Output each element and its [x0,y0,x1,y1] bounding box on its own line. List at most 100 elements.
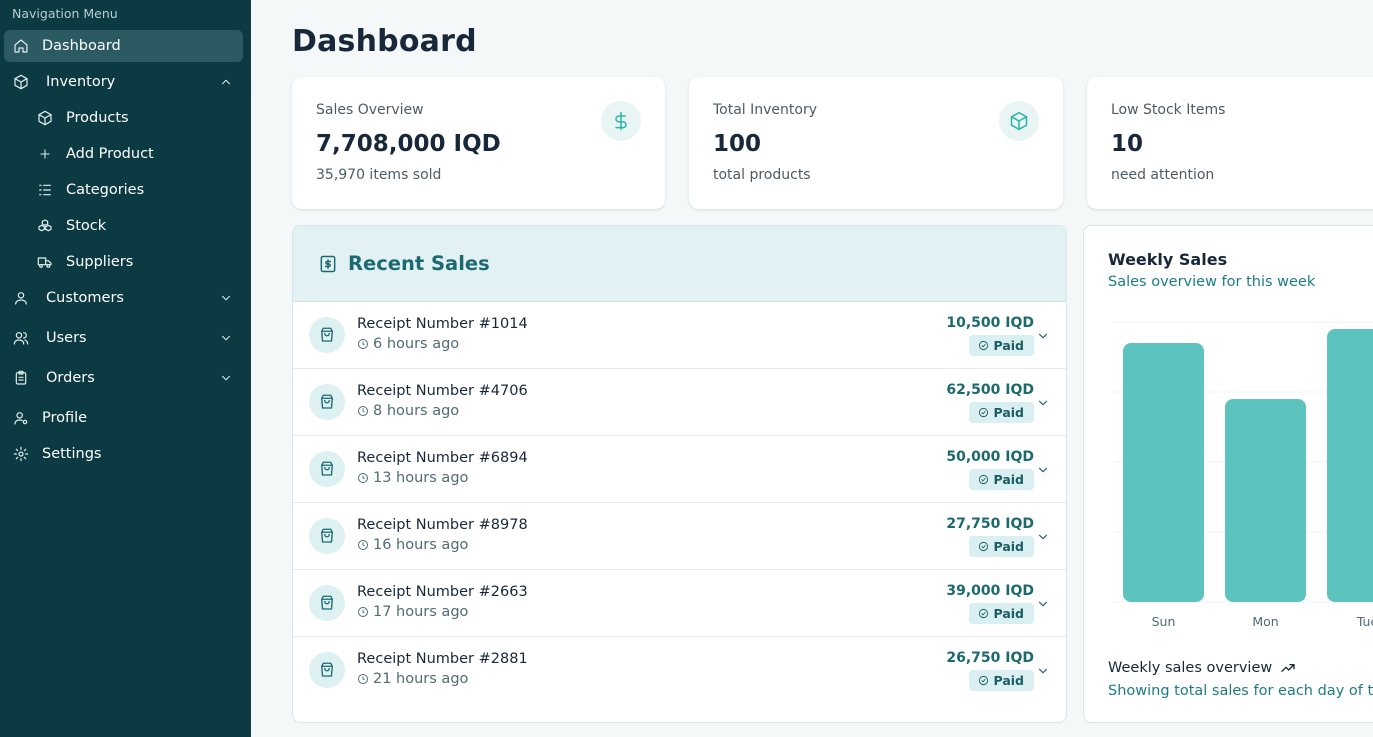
stat-card-low-stock: Low Stock Items 10 need attention [1087,77,1373,209]
stat-label: Sales Overview [316,102,424,118]
sale-time-text: 16 hours ago [373,537,469,553]
sidebar-item-categories[interactable]: Categories [28,174,243,206]
recent-sales-list: Receipt Number #1014 6 hours ago 10,500 IQ… [293,302,1066,704]
sidebar-item-stock[interactable]: Stock [28,210,243,242]
box-icon [36,109,54,127]
page-title: Dashboard [292,24,477,59]
clock-icon [358,674,368,684]
chevron-down-icon[interactable] [219,331,233,345]
box-icon [999,101,1039,141]
sidebar-item-label: Add Product [66,146,154,162]
weekly-footer-title-text: Weekly sales overview [1108,660,1273,676]
sales-row[interactable]: Receipt Number #1014 6 hours ago 10,500 IQ… [293,302,1066,369]
sidebar-item-add-product[interactable]: Add Product [28,138,243,170]
shopping-bag-icon [309,652,345,688]
clipboard-icon [12,369,30,387]
sale-amount: 27,750 IQD [946,516,1034,532]
stat-value: 7,708,000 IQD [316,131,501,157]
shopping-bag-icon [309,317,345,353]
weekly-sales-title: Weekly Sales [1108,250,1228,269]
sidebar-item-users[interactable]: Users [4,322,243,354]
sales-row[interactable]: Receipt Number #2881 21 hours ago 26,750 I… [293,637,1066,704]
users-icon [12,329,30,347]
stat-sub: total products [713,167,811,183]
sale-time: 21 hours ago [357,671,468,687]
recent-sales-header: Recent Sales [293,226,1066,302]
sales-row[interactable]: Receipt Number #8978 16 hours ago 27,750 I… [293,503,1066,570]
chevron-down-icon[interactable] [1036,395,1050,409]
sales-row[interactable]: Receipt Number #2663 17 hours ago 39,000 I… [293,570,1066,637]
sidebar-item-label: Dashboard [42,38,121,54]
stat-sub: 35,970 items sold [316,167,442,183]
status-badge: Paid [968,335,1034,356]
sidebar-item-label: Categories [66,182,145,198]
status-badge-text: Paid [993,405,1025,420]
chart-bar-tue[interactable] [1327,329,1373,602]
check-circle-icon [978,407,988,418]
sidebar-item-label: Products [66,110,129,126]
chevron-down-icon[interactable] [1036,663,1050,677]
status-badge: Paid [968,670,1034,691]
shopping-bag-icon [309,451,345,487]
sidebar: Navigation Menu Dashboard Inventory Prod… [0,0,251,737]
receipt-number: Receipt Number #6894 [357,450,528,466]
sale-time: 17 hours ago [357,604,468,620]
receipt-number: Receipt Number #1014 [357,316,528,332]
receipt-number: Receipt Number #8978 [357,517,528,533]
stat-card-sales-overview: Sales Overview 7,708,000 IQD 35,970 item… [292,77,665,209]
sidebar-item-customers[interactable]: Customers [4,282,243,314]
receipt-number: Receipt Number #4706 [357,383,528,399]
sidebar-item-orders[interactable]: Orders [4,362,243,394]
sale-amount: 39,000 IQD [946,583,1034,599]
sidebar-item-label: Suppliers [66,254,134,270]
clock-icon [358,406,368,416]
chevron-down-icon[interactable] [219,371,233,385]
status-badge-text: Paid [993,472,1025,487]
sale-amount: 26,750 IQD [946,650,1034,666]
chevron-down-icon[interactable] [1036,328,1050,342]
sidebar-item-profile[interactable]: Profile [4,402,243,434]
sidebar-item-suppliers[interactable]: Suppliers [28,246,243,278]
check-circle-icon [978,474,988,485]
sidebar-item-label: Inventory [46,74,116,90]
sidebar-item-label: Users [46,330,87,346]
sidebar-item-label: Profile [42,410,88,426]
chevron-down-icon[interactable] [1036,529,1050,543]
chevron-down-icon[interactable] [1036,462,1050,476]
sidebar-item-label: Orders [46,370,95,386]
stat-sub: need attention [1111,167,1215,183]
sales-row[interactable]: Receipt Number #4706 8 hours ago 62,500 IQ… [293,369,1066,436]
chart-bar-mon[interactable] [1225,399,1306,602]
clock-icon [358,607,368,617]
sales-row[interactable]: Receipt Number #6894 13 hours ago 50,000 I… [293,436,1066,503]
check-circle-icon [978,675,988,686]
sale-time-text: 8 hours ago [373,403,460,419]
sidebar-item-label: Customers [46,290,124,306]
boxes-icon [36,217,54,235]
receipt-number: Receipt Number #2881 [357,651,528,667]
clock-icon [358,339,368,349]
status-badge-text: Paid [993,606,1025,621]
weekly-sales-chart: Sun Mon Tue [1114,321,1373,629]
sidebar-item-inventory[interactable]: Inventory [4,66,243,98]
check-circle-icon [978,340,988,351]
chevron-down-icon[interactable] [219,291,233,305]
chart-tick-label: Tue [1356,614,1373,629]
sidebar-item-products[interactable]: Products [28,102,243,134]
sale-time: 8 hours ago [357,403,459,419]
sale-time: 6 hours ago [357,336,459,352]
receipt-dollar-icon [320,255,336,272]
shopping-bag-icon [309,518,345,554]
list-icon [36,181,54,199]
chevron-up-icon[interactable] [219,75,233,89]
trending-up-icon [1281,664,1295,672]
user-cog-icon [12,409,30,427]
chevron-down-icon[interactable] [1036,596,1050,610]
sidebar-item-label: Settings [42,446,102,462]
sale-amount: 10,500 IQD [946,315,1034,331]
sidebar-item-label: Stock [66,218,107,234]
chart-bar-sun[interactable] [1123,343,1204,602]
sidebar-item-settings[interactable]: Settings [4,438,243,470]
receipt-number: Receipt Number #2663 [357,584,528,600]
sidebar-item-dashboard[interactable]: Dashboard [4,30,243,62]
